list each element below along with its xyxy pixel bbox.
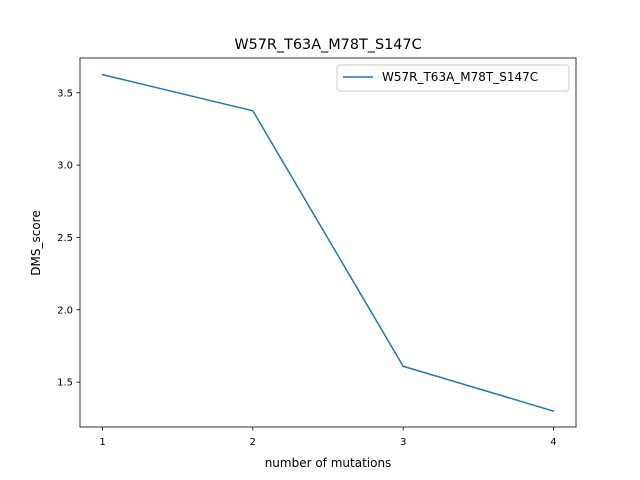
x-tick-label: 3	[400, 437, 406, 448]
y-tick-label: 2.5	[57, 233, 73, 244]
legend-box	[336, 64, 570, 92]
y-axis-ticks: 1.5 2.0 2.5 3.0 3.5	[57, 88, 80, 389]
chart-title: W57R_T63A_M78T_S147C	[234, 37, 421, 53]
legend-label: W57R_T63A_M78T_S147C	[382, 70, 538, 84]
legend: W57R_T63A_M78T_S147C	[336, 64, 570, 92]
y-axis-label: DMS_score	[29, 210, 43, 275]
x-axis-ticks: 1 2 3 4	[99, 427, 557, 448]
x-tick-label: 2	[250, 437, 256, 448]
plot-frame	[79, 57, 577, 428]
x-tick-label: 1	[99, 437, 105, 448]
plot-area-background	[80, 58, 576, 427]
x-axis-label: number of mutations	[265, 456, 392, 470]
y-tick-label: 2.0	[57, 305, 73, 316]
y-tick-label: 1.5	[57, 378, 73, 389]
y-tick-label: 3.5	[57, 88, 73, 99]
series-line	[101, 73, 555, 413]
x-tick-label: 4	[550, 437, 556, 448]
y-tick-label: 3.0	[57, 161, 73, 172]
series-layer	[101, 73, 555, 413]
